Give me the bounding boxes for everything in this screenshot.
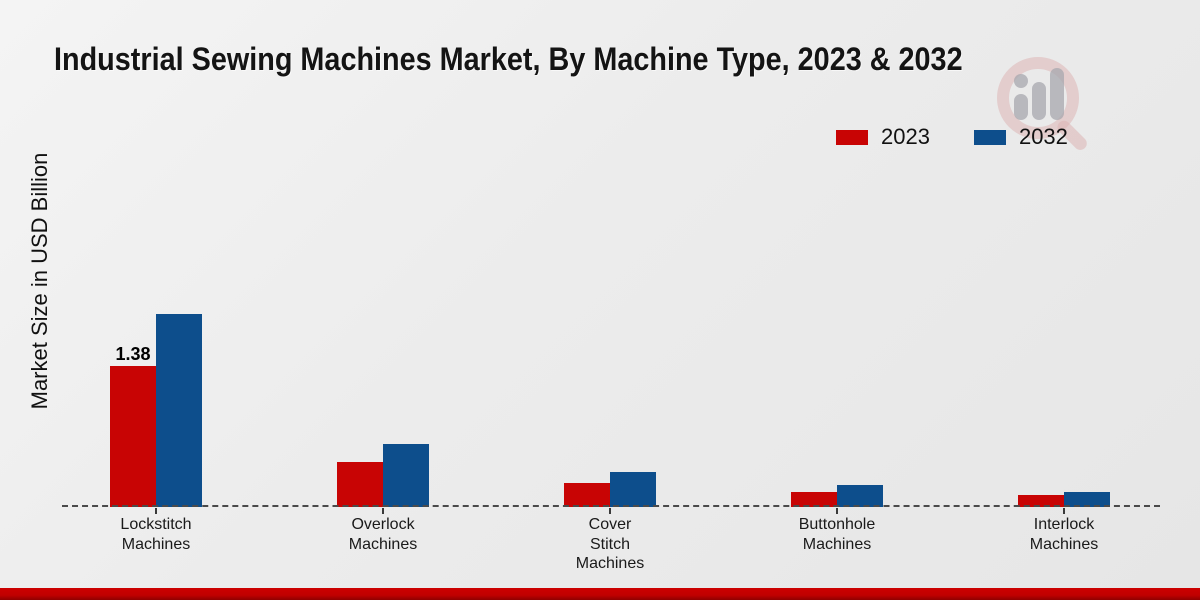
bar-2032-lockstitch-machines: [156, 314, 202, 507]
magnifier-bar-chart-watermark-icon: [997, 57, 1087, 150]
legend-label-2023: 2023: [881, 124, 930, 149]
footer-accent-bar: [0, 588, 1200, 600]
bar-2032-cover-stitch-machines: [610, 472, 656, 507]
bar-2032-interlock-machines: [1064, 491, 1110, 507]
x-tick-cover-stitch-machines: [609, 508, 611, 514]
x-tick-label-buttonhole-machines: Buttonhole Machines: [798, 516, 876, 553]
x-tick-label-overlock-machines: Overlock Machines: [348, 516, 418, 553]
bar-2023-lockstitch-machines: [110, 365, 156, 507]
legend-item-2023: 2023: [836, 124, 930, 150]
data-label-2023-lockstitch-machines: 1.38: [115, 343, 151, 364]
legend-item-2032: 2032: [973, 124, 1068, 150]
legend-swatch-2023: [836, 129, 868, 145]
legend-label-2032: 2032: [1018, 124, 1068, 149]
bar-2023-buttonhole-machines: [791, 491, 837, 507]
x-tick-lockstitch-machines: [155, 508, 157, 514]
x-tick-label-lockstitch-machines: Lockstitch Machines: [120, 516, 192, 553]
x-tick-interlock-machines: [1063, 508, 1065, 514]
bar-2032-overlock-machines: [383, 444, 429, 507]
bar-2023-overlock-machines: [337, 461, 383, 507]
zero-gridline: [62, 505, 1160, 507]
legend-swatch-2032: [973, 129, 1006, 145]
legend: 2023 2032: [836, 124, 1068, 150]
bar-2032-buttonhole-machines: [837, 485, 883, 507]
x-tick-buttonhole-machines: [836, 508, 838, 514]
bar-2023-cover-stitch-machines: [564, 483, 610, 507]
chart-title: Industrial Sewing Machines Market, By Ma…: [54, 41, 963, 77]
x-tick-overlock-machines: [382, 508, 384, 514]
bar-2023-interlock-machines: [1018, 494, 1064, 507]
x-tick-label-cover-stitch-machines: Cover Stitch Machines: [575, 516, 645, 572]
y-axis-label: Market Size in USD Billion: [27, 152, 52, 410]
x-tick-label-interlock-machines: Interlock Machines: [1029, 516, 1099, 553]
